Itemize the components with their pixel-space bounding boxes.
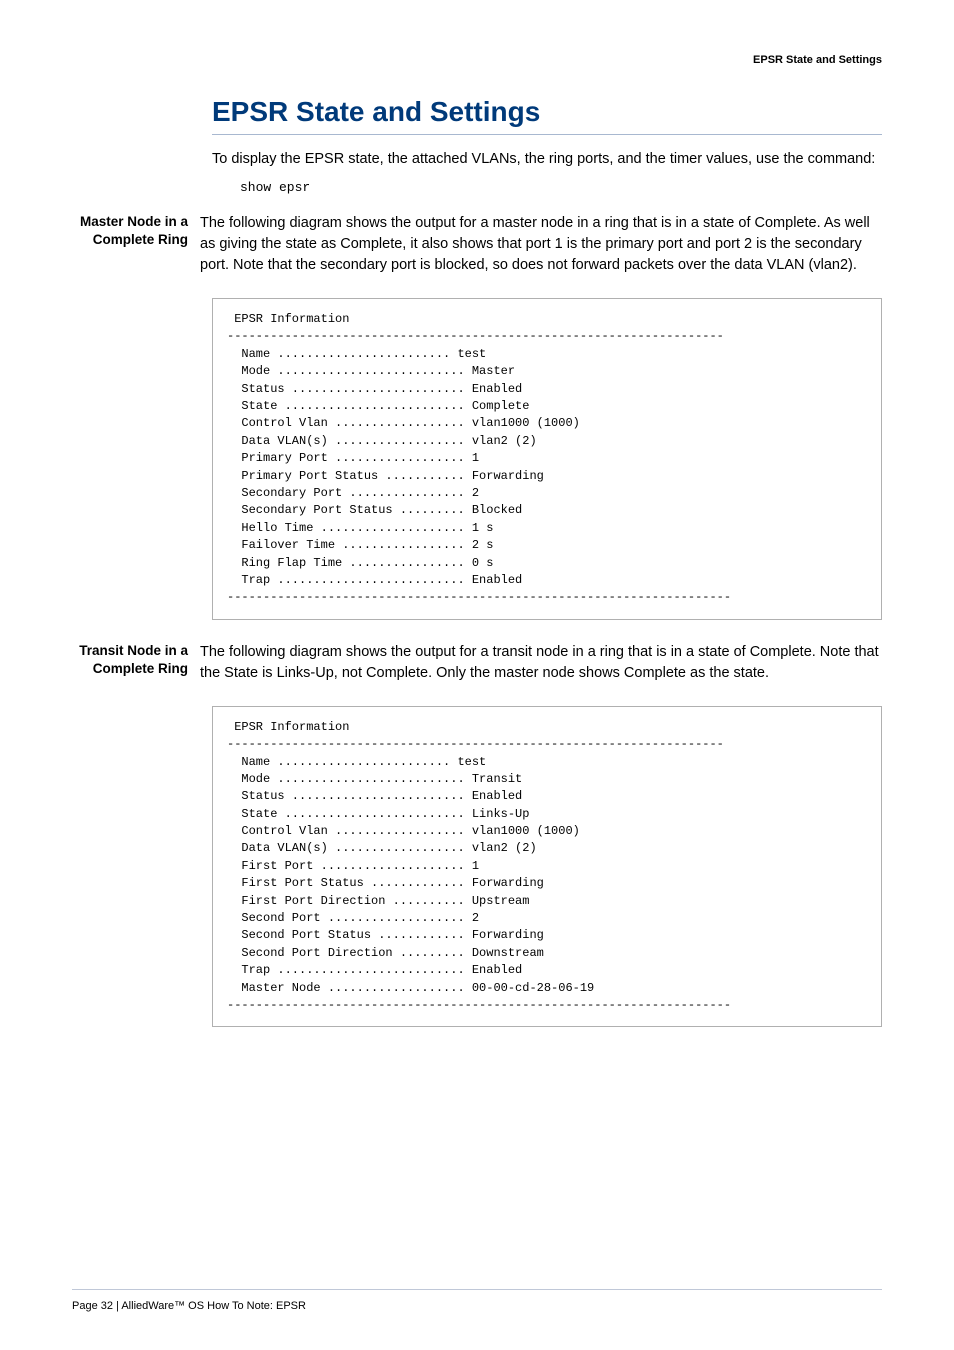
footer-text: Page 32 | AlliedWare™ OS How To Note: EP… — [72, 1300, 306, 1312]
running-head: EPSR State and Settings — [72, 54, 882, 66]
master-code-box: EPSR Information -----------------------… — [212, 298, 882, 620]
footer-rule — [72, 1289, 882, 1290]
master-body: The following diagram shows the output f… — [200, 213, 882, 286]
master-text: The following diagram shows the output f… — [200, 213, 882, 276]
transit-label: Transit Node in a Complete Ring — [72, 642, 200, 678]
transit-code-box: EPSR Information -----------------------… — [212, 706, 882, 1028]
command-text: show epsr — [240, 180, 882, 195]
master-label: Master Node in a Complete Ring — [72, 213, 200, 249]
master-section: Master Node in a Complete Ring The follo… — [72, 213, 882, 286]
transit-section: Transit Node in a Complete Ring The foll… — [72, 642, 882, 694]
intro-block: To display the EPSR state, the attached … — [212, 149, 882, 195]
page: EPSR State and Settings EPSR State and S… — [0, 0, 954, 1350]
intro-text: To display the EPSR state, the attached … — [212, 149, 882, 170]
transit-text: The following diagram shows the output f… — [200, 642, 882, 684]
section-title: EPSR State and Settings — [212, 96, 882, 135]
transit-body: The following diagram shows the output f… — [200, 642, 882, 694]
